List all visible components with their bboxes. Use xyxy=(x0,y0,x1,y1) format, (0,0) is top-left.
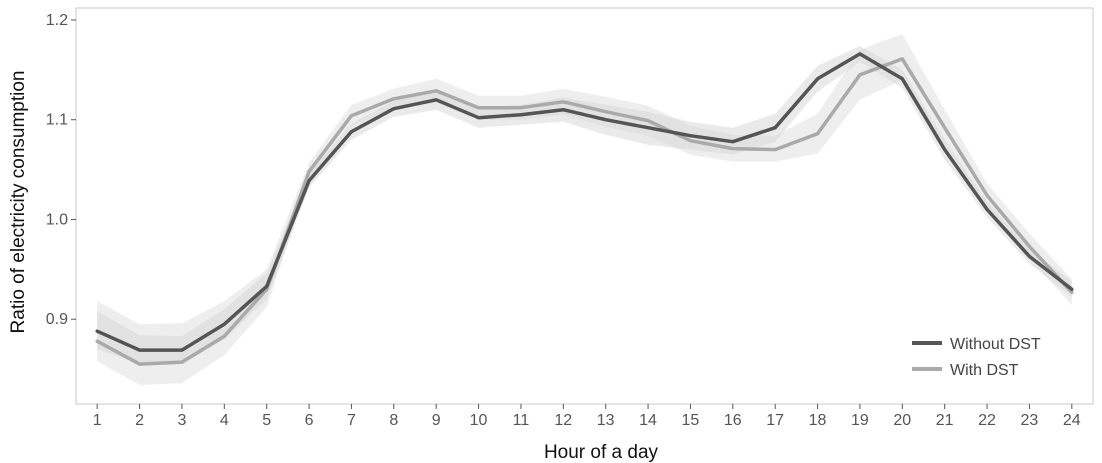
y-tick-label: 0.9 xyxy=(46,311,68,328)
x-tick-label: 21 xyxy=(936,412,954,429)
y-axis: 0.9 1.0 1.1 1.2 xyxy=(46,12,76,328)
x-tick-label: 9 xyxy=(432,412,441,429)
x-tick-label: 3 xyxy=(177,412,186,429)
confidence-band-without-dst xyxy=(97,45,1072,365)
x-tick-label: 2 xyxy=(135,412,144,429)
x-tick-label: 15 xyxy=(682,412,700,429)
x-tick-label: 16 xyxy=(724,412,742,429)
x-tick-label: 13 xyxy=(597,412,615,429)
legend-label-with-dst: With DST xyxy=(950,362,1019,379)
x-axis: 1 2 3 4 5 6 7 8 9 10 11 12 13 14 15 16 17 18 19 20 21 22 23 24 xyxy=(93,404,1081,429)
legend: Without DST With DST xyxy=(912,336,1041,379)
x-tick-label: 18 xyxy=(809,412,827,429)
x-tick-label: 17 xyxy=(766,412,784,429)
x-tick-label: 10 xyxy=(470,412,488,429)
x-tick-label: 1 xyxy=(93,412,102,429)
x-tick-label: 6 xyxy=(305,412,314,429)
x-tick-label: 8 xyxy=(389,412,398,429)
x-axis-title: Hour of a day xyxy=(544,442,659,463)
x-tick-label: 19 xyxy=(851,412,869,429)
series-lines xyxy=(95,52,1074,366)
plot-panel xyxy=(75,7,1094,405)
x-tick-label: 7 xyxy=(347,412,356,429)
y-tick-label: 1.2 xyxy=(46,12,68,29)
y-tick-label: 1.1 xyxy=(46,112,68,129)
x-tick-label: 20 xyxy=(893,412,911,429)
x-tick-label: 12 xyxy=(554,412,572,429)
x-tick-label: 24 xyxy=(1063,412,1081,429)
legend-label-without-dst: Without DST xyxy=(950,336,1041,353)
x-tick-label: 5 xyxy=(262,412,271,429)
x-tick-label: 11 xyxy=(513,412,530,429)
y-axis-title: Ratio of electricity consumption xyxy=(8,71,29,334)
x-tick-label: 14 xyxy=(639,412,657,429)
y-tick-label: 1.0 xyxy=(46,211,68,228)
x-tick-label: 4 xyxy=(220,412,229,429)
x-tick-label: 23 xyxy=(1021,412,1039,429)
series-line-without-dst xyxy=(95,52,1074,352)
series-line-with-dst xyxy=(95,57,1074,366)
x-tick-label: 22 xyxy=(978,412,996,429)
